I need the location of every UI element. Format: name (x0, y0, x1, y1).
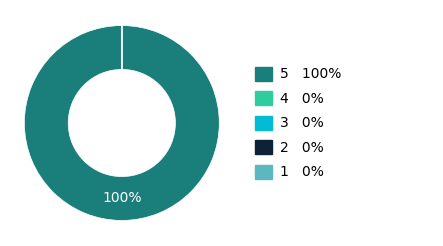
Wedge shape (24, 26, 219, 220)
Legend: 5   100%, 4   0%, 3   0%, 2   0%, 1   0%: 5 100%, 4 0%, 3 0%, 2 0%, 1 0% (256, 66, 342, 180)
Text: 100%: 100% (102, 191, 142, 205)
